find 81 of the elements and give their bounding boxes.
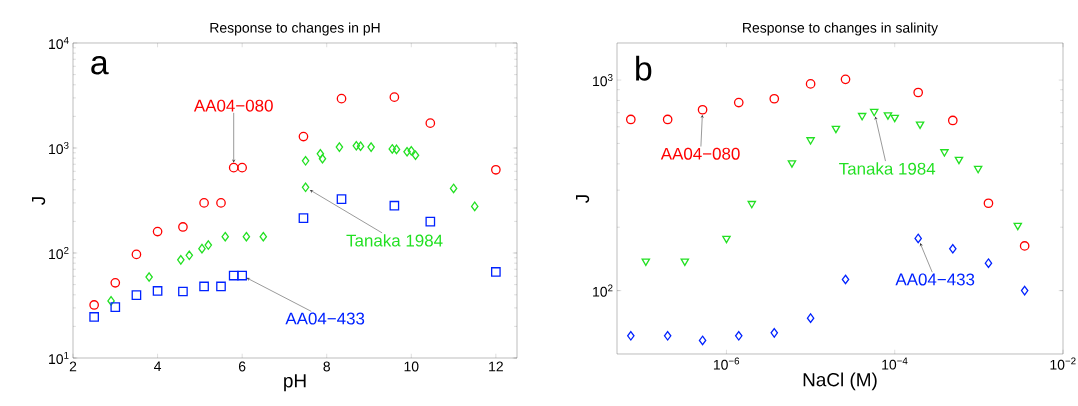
point (259, 231, 268, 242)
point (110, 277, 121, 288)
point (185, 250, 194, 261)
x-tick-label: 2 (69, 361, 77, 372)
point (178, 286, 188, 297)
point (228, 162, 239, 173)
point (403, 146, 411, 157)
x-tick-label: 6 (238, 361, 246, 372)
point (491, 267, 501, 277)
point (198, 243, 206, 254)
point (425, 118, 436, 128)
y-tick-label: 10$^{3}$ (49, 141, 69, 155)
annotation: a (91, 55, 109, 75)
annotation: AA04−433 (895, 273, 975, 286)
point (449, 183, 458, 194)
point (336, 194, 347, 204)
point (152, 286, 163, 296)
point (425, 216, 436, 227)
point (316, 148, 325, 159)
point (178, 222, 188, 232)
point (228, 270, 239, 281)
point (352, 140, 361, 151)
point (301, 155, 310, 166)
point (298, 213, 309, 223)
y-tick-label: 10$^{2}$ (49, 246, 69, 260)
point (335, 142, 344, 152)
x-tick-label: 10 (404, 361, 419, 372)
point (145, 272, 153, 282)
y-tick-label: 10$^{3}$ (593, 73, 613, 87)
point (356, 141, 365, 152)
point (491, 164, 501, 175)
point (388, 144, 397, 154)
point (411, 150, 420, 161)
y-tick-label: 10$^{4}$ (49, 36, 69, 50)
y-tick-label: 10$^{1}$ (49, 351, 69, 365)
point (392, 144, 401, 155)
point (204, 240, 213, 250)
point (367, 142, 375, 152)
x-axis-title: pH (284, 374, 306, 392)
point (177, 255, 185, 265)
point (199, 198, 209, 208)
x-tick-label: 8 (323, 361, 330, 372)
point (131, 249, 142, 260)
point (216, 281, 226, 292)
x-tick-label: 12 (489, 361, 503, 372)
point (89, 312, 99, 322)
point (199, 281, 209, 292)
y-tick-label: 10$^{2}$ (593, 284, 613, 297)
x-tick-label: 10$^{−4}$ (882, 357, 908, 370)
point (389, 92, 400, 102)
annotation: AA04−080 (193, 99, 273, 112)
x-tick-label: 4 (154, 361, 162, 372)
point (242, 231, 251, 242)
y-axis-title: J (576, 195, 590, 203)
annotation: Tanaka 1984 (346, 234, 443, 247)
point (237, 162, 247, 173)
point (221, 231, 230, 242)
point (389, 200, 400, 211)
annotation: Tanaka 1984 (839, 162, 936, 175)
annotation: AA04−433 (285, 312, 365, 325)
point (470, 201, 479, 212)
point (131, 290, 142, 300)
annotation: b (636, 55, 652, 81)
chart-title: Response to changes in pH (210, 22, 380, 36)
point (110, 302, 121, 312)
point (152, 226, 163, 237)
annotation: AA04−080 (660, 147, 740, 160)
point (237, 270, 247, 281)
point (336, 93, 347, 104)
y-axis-title: J (32, 197, 46, 205)
x-tick-label: 10$^{−2}$ (1050, 357, 1076, 370)
point (407, 145, 416, 156)
point (298, 131, 309, 142)
point (89, 300, 99, 310)
point (301, 182, 310, 193)
x-tick-label: 10$^{−6}$ (713, 357, 740, 370)
point (318, 153, 327, 164)
point (216, 198, 226, 208)
chart-title: Response to changes in salinity (743, 22, 939, 36)
point (107, 296, 115, 306)
x-axis-title: NaCl (M) (803, 372, 877, 391)
